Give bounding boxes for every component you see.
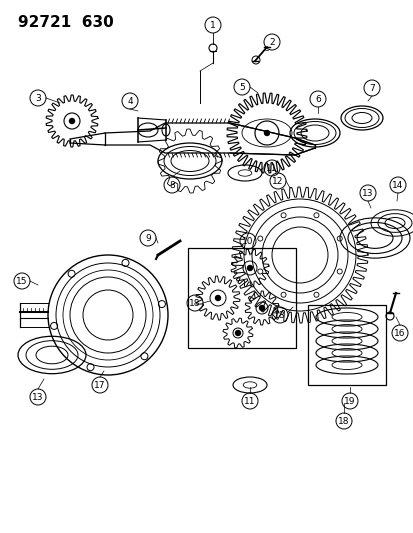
- Text: 11: 11: [244, 397, 255, 406]
- Text: 19: 19: [344, 397, 355, 406]
- Bar: [188, 248, 295, 348]
- Circle shape: [235, 330, 240, 335]
- Text: 18: 18: [189, 298, 200, 308]
- Text: 7: 7: [368, 84, 374, 93]
- Circle shape: [215, 295, 220, 301]
- Text: 12: 12: [272, 176, 283, 185]
- Text: 16: 16: [393, 328, 405, 337]
- Text: 1: 1: [210, 20, 215, 29]
- Text: 3: 3: [35, 93, 41, 102]
- Text: 6: 6: [314, 94, 320, 103]
- Text: 9: 9: [145, 233, 150, 243]
- Bar: [307, 305, 385, 385]
- Text: 11: 11: [266, 164, 277, 173]
- Text: 17: 17: [94, 381, 105, 390]
- Text: 2: 2: [268, 37, 274, 46]
- Text: 8: 8: [169, 181, 174, 190]
- Text: 4: 4: [127, 96, 133, 106]
- Circle shape: [247, 265, 252, 271]
- Text: 13: 13: [32, 392, 44, 401]
- Text: 10: 10: [242, 237, 253, 246]
- Text: 15: 15: [16, 277, 28, 286]
- Text: 5: 5: [239, 83, 244, 92]
- Circle shape: [264, 131, 269, 135]
- Circle shape: [259, 305, 264, 311]
- Text: 18: 18: [273, 311, 285, 319]
- Text: 18: 18: [337, 416, 349, 425]
- Text: 92721  630: 92721 630: [18, 15, 114, 30]
- Text: 14: 14: [392, 181, 403, 190]
- Circle shape: [69, 118, 74, 124]
- Text: 13: 13: [361, 189, 373, 198]
